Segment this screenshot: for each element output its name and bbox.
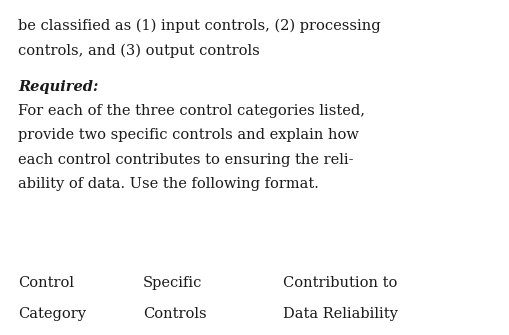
Text: Contribution to: Contribution to — [282, 276, 397, 290]
Text: each control contributes to ensuring the reli-: each control contributes to ensuring the… — [18, 153, 353, 167]
Text: controls, and (3) output controls: controls, and (3) output controls — [18, 44, 259, 58]
Text: Required:: Required: — [18, 80, 98, 94]
Text: Control: Control — [18, 276, 74, 290]
Text: ability of data. Use the following format.: ability of data. Use the following forma… — [18, 177, 318, 191]
Text: Controls: Controls — [143, 307, 206, 321]
Text: be classified as (1) input controls, (2) processing: be classified as (1) input controls, (2)… — [18, 18, 380, 33]
Text: Category: Category — [18, 307, 86, 321]
Text: provide two specific controls and explain how: provide two specific controls and explai… — [18, 128, 358, 142]
Text: For each of the three control categories listed,: For each of the three control categories… — [18, 104, 364, 118]
Text: Data Reliability: Data Reliability — [282, 307, 397, 321]
Text: Specific: Specific — [143, 276, 202, 290]
